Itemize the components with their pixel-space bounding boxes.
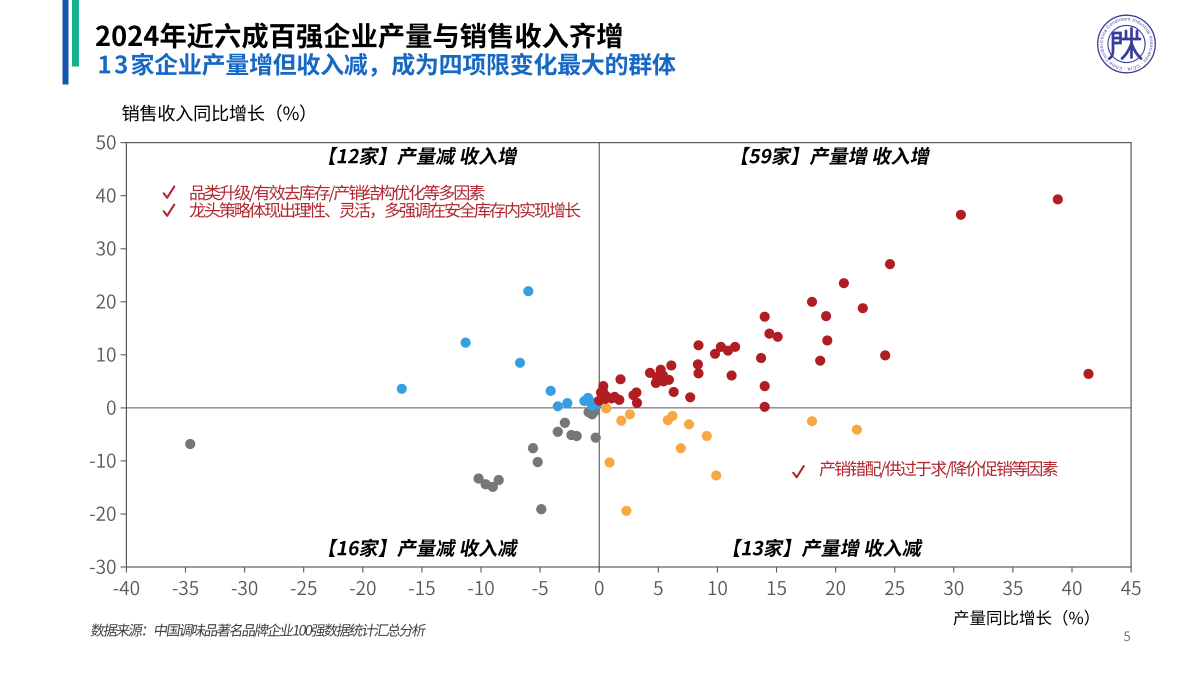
svg-text:China Condiment Industrial Ass: China Condiment Industrial Association ·… xyxy=(1099,16,1154,71)
